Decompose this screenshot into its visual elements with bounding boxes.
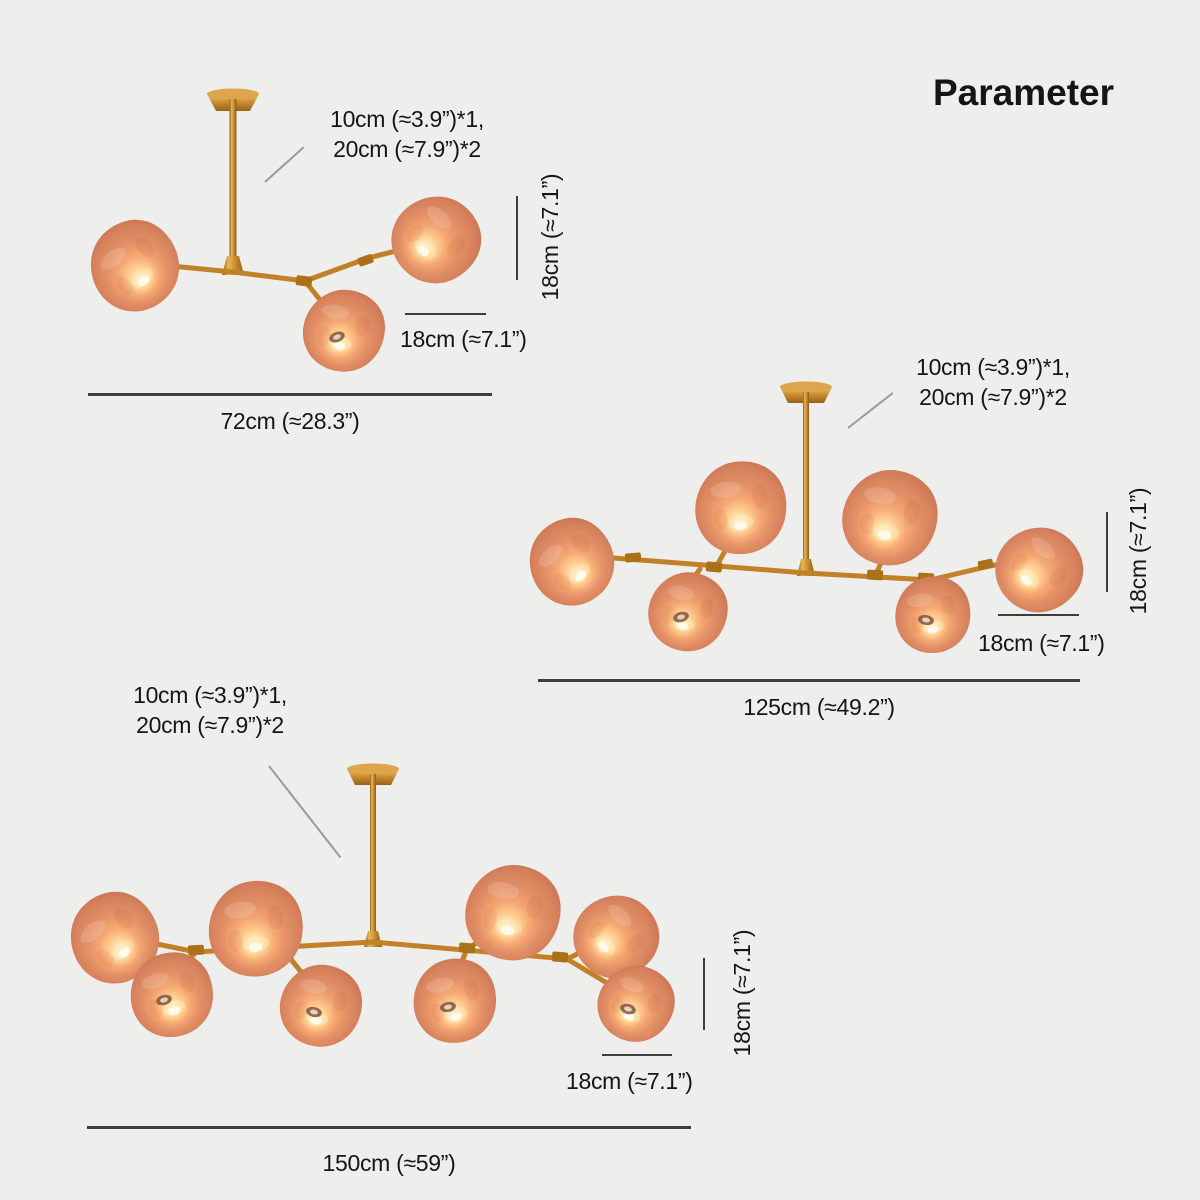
branch-arms	[147, 242, 423, 318]
shade-width-dimline-3-light	[405, 313, 486, 315]
page-title: Parameter	[933, 72, 1115, 113]
glass-shade	[405, 951, 505, 1051]
rod-length-label-3-light: 10cm (≈3.9”)*1, 20cm (≈7.9”)*2	[307, 104, 507, 164]
glass-shade	[273, 958, 369, 1054]
overall-width-dimline-3-light	[88, 393, 492, 396]
glass-shade	[836, 463, 944, 572]
shade-width-label-6-light: 18cm (≈7.1”)	[978, 630, 1105, 656]
rod-length-line1: 10cm (≈3.9”)*1,	[916, 354, 1070, 380]
shade-height-dimline-6-light	[1106, 512, 1108, 592]
shade-width-dimline-6-light	[998, 614, 1079, 616]
chandelier-3-light	[71, 88, 498, 377]
shade-height-dimline-3-light	[516, 196, 518, 280]
shade-width-label-3-light: 18cm (≈7.1”)	[400, 326, 527, 352]
chandelier-6-light	[511, 381, 1100, 659]
overall-width-label-6-light: 125cm (≈49.2”)	[743, 694, 895, 720]
glass-shade	[202, 874, 310, 983]
rod-length-line1: 10cm (≈3.9”)*1,	[133, 682, 287, 708]
shade-height-label-3-light: 18cm (≈7.1”)	[537, 173, 563, 301]
chandelier-8-light	[51, 763, 685, 1054]
glass-shade	[297, 284, 390, 377]
glass-shade	[374, 178, 498, 302]
shade-height-label-6-light: 18cm (≈7.1”)	[1125, 487, 1151, 615]
rod-length-line2: 20cm (≈7.9”)*2	[919, 384, 1067, 410]
down-rod	[803, 392, 809, 562]
glass-shade	[688, 455, 793, 560]
rod-length-line2: 20cm (≈7.9”)*2	[136, 712, 284, 738]
shade-height-dimline-8-light	[703, 958, 705, 1030]
down-rod	[229, 99, 237, 259]
overall-width-dimline-8-light	[87, 1126, 691, 1129]
rod-length-label-8-light: 10cm (≈3.9”)*1, 20cm (≈7.9”)*2	[110, 680, 310, 740]
shade-width-label-8-light: 18cm (≈7.1”)	[566, 1068, 693, 1094]
shade-width-dimline-8-light	[602, 1054, 672, 1056]
glass-shade	[511, 501, 632, 623]
rod-length-label-6-light: 10cm (≈3.9”)*1, 20cm (≈7.9”)*2	[893, 352, 1093, 412]
glass-shade	[888, 570, 977, 659]
rod-length-line2: 20cm (≈7.9”)*2	[333, 136, 481, 162]
shade-height-label-8-light: 18cm (≈7.1”)	[729, 929, 755, 1057]
overall-width-dimline-6-light	[538, 679, 1080, 682]
glass-shade	[71, 202, 198, 329]
glass-shade	[978, 509, 1100, 631]
glass-shade	[641, 564, 735, 659]
rod-length-line1: 10cm (≈3.9”)*1,	[330, 106, 484, 132]
overall-width-label-8-light: 150cm (≈59”)	[322, 1150, 456, 1176]
down-rod	[370, 774, 376, 934]
overall-width-label-3-light: 72cm (≈28.3”)	[220, 408, 360, 434]
